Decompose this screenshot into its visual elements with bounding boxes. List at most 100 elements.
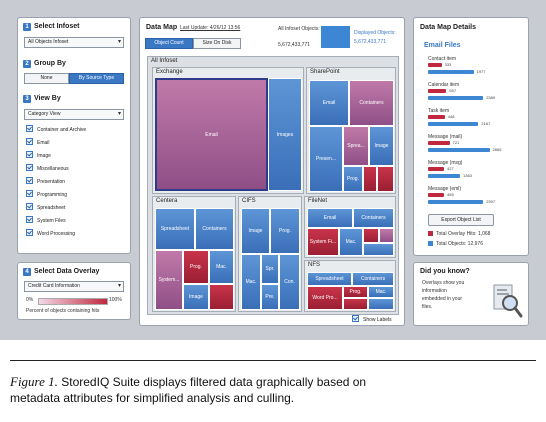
chevron-down-icon: ▾ xyxy=(117,39,121,45)
treemap-tile-small[interactable] xyxy=(363,166,377,192)
section-title: View By xyxy=(34,95,61,102)
export-object-list-button[interactable]: Export Object List xyxy=(428,214,494,226)
treemap-tile[interactable]: Mac. xyxy=(339,228,363,256)
treemap-tile[interactable]: Spr. xyxy=(261,254,279,284)
figure-caption: Figure 1. StoredIQ Suite displays filter… xyxy=(10,374,366,406)
infoset-select[interactable]: All Objects Infoset ▾ xyxy=(24,37,124,48)
category-label: System Files xyxy=(37,218,66,224)
treemap-tile[interactable]: Containers xyxy=(195,208,234,250)
category-checkbox[interactable]: Word Processing xyxy=(26,229,75,238)
category-checkbox[interactable]: Presentation xyxy=(26,177,65,186)
treemap-tile[interactable]: Prog. xyxy=(270,208,300,254)
treemap-tile[interactable]: Spreadsheet xyxy=(307,272,352,286)
overlay-caption: Percent of objects containing hits xyxy=(26,308,100,314)
view-by-select[interactable]: Category View ▾ xyxy=(24,109,124,120)
details-rows: Contact item 333 1977 Calendar item 557 2389 T… xyxy=(414,18,528,255)
treemap-tile[interactable]: Images xyxy=(268,78,302,191)
detail-row[interactable]: Message (mail) 721 2665 xyxy=(414,134,528,158)
treemap-tile[interactable]: Mac. xyxy=(368,286,394,298)
treemap-tile[interactable]: Image xyxy=(369,126,394,166)
category-label: Image xyxy=(37,153,51,159)
treemap-tile[interactable]: Word Pro... xyxy=(307,286,343,310)
treemap-tile[interactable]: Mac. xyxy=(209,250,234,284)
detail-row[interactable]: Contact item 333 1977 xyxy=(414,56,528,80)
treemap-group-cifs[interactable]: CIFS Image Prog. Mac. Spr. Pre. Con. xyxy=(238,196,302,312)
all-infoset-objects-label: All Infoset Objects: xyxy=(278,26,320,32)
treemap-tile[interactable]: Con. xyxy=(279,254,300,310)
treemap-tile[interactable]: Email xyxy=(155,78,268,191)
treemap-tile-small[interactable] xyxy=(363,228,379,243)
detail-row[interactable]: Task item 448 2167 xyxy=(414,108,528,132)
treemap-group-exchange[interactable]: Exchange Email Images xyxy=(152,67,304,194)
treemap-tile[interactable]: Email xyxy=(307,208,353,228)
step-number: 4 xyxy=(23,268,31,276)
show-labels-checkbox[interactable]: Show Labels xyxy=(352,315,392,324)
treemap-tile[interactable]: Image xyxy=(183,284,209,310)
treemap-tile[interactable]: Containers xyxy=(349,80,394,126)
category-checkbox[interactable]: Email xyxy=(26,138,50,147)
treemap-tile[interactable]: Containers xyxy=(353,208,394,228)
treemap-tile-small[interactable] xyxy=(209,284,234,310)
treemap-tile[interactable]: System Fi... xyxy=(307,228,339,256)
overlay-hits-value: 455 xyxy=(447,192,454,197)
group-by-none-button[interactable]: None xyxy=(24,73,69,84)
group-label: CIFS xyxy=(242,198,256,204)
category-checkbox[interactable]: Container and Archive xyxy=(26,125,86,134)
treemap-group-centera[interactable]: Centera Spreadsheet Containers System...… xyxy=(152,196,236,312)
show-labels-label: Show Labels xyxy=(363,317,392,323)
treemap-tile[interactable]: Mac. xyxy=(241,254,261,310)
category-checkbox[interactable]: Miscellaneous xyxy=(26,164,69,173)
treemap-tile[interactable]: System... xyxy=(155,250,183,310)
step-number: 2 xyxy=(23,60,31,68)
group-by-source-type-button[interactable]: By Source Type xyxy=(69,73,124,84)
category-checkbox[interactable]: Image xyxy=(26,151,51,160)
treemap-tile[interactable]: Spreadsheet xyxy=(155,208,195,250)
overlay-select[interactable]: Credit Card Information ▾ xyxy=(24,281,124,292)
overlay-hits-value: 333 xyxy=(444,62,452,67)
detail-row[interactable]: Message (eml) 455 2397 xyxy=(414,186,528,210)
treemap-tile-small[interactable] xyxy=(379,228,394,243)
category-checkbox[interactable]: Spreadsheet xyxy=(26,203,65,212)
section-title: Select Infoset xyxy=(34,23,80,30)
checkbox-icon xyxy=(26,125,33,133)
tip-text-line: files. xyxy=(422,304,433,310)
treemap-tile[interactable]: Email xyxy=(309,80,349,126)
category-label: Email xyxy=(37,140,50,146)
treemap-tile[interactable]: Presen... xyxy=(309,126,343,192)
treemap-tile[interactable]: Prog. xyxy=(343,166,363,192)
treemap-group-nfs[interactable]: NFS Spreadsheet Containers Word Pro... P… xyxy=(304,260,396,312)
treemap-tile-small[interactable] xyxy=(363,243,394,256)
treemap-tile[interactable]: Sprea... xyxy=(343,126,369,166)
treemap-tile-small[interactable] xyxy=(343,298,368,310)
overlay-select-value: Credit Card Information xyxy=(28,283,80,289)
treemap-tile[interactable]: Pre. xyxy=(261,284,279,310)
category-checkbox[interactable]: System Files xyxy=(26,216,66,225)
treemap-tile-small[interactable] xyxy=(377,166,394,192)
category-label: Miscellaneous xyxy=(37,166,69,172)
overlay-hits-bar xyxy=(428,141,450,145)
checkbox-icon xyxy=(352,315,359,323)
overlay-hits-bar xyxy=(428,63,442,67)
treemap-tile[interactable]: Prog. xyxy=(343,286,368,298)
category-checkbox[interactable]: Programming xyxy=(26,190,67,199)
detail-row[interactable]: Calendar item 557 2389 xyxy=(414,82,528,106)
step-number: 1 xyxy=(23,23,31,31)
tip-text-line: information xyxy=(422,288,447,294)
tip-panel: Did you know? Overlays show you informat… xyxy=(413,262,529,326)
overlay-hits-bar xyxy=(428,193,444,197)
treemap-tile[interactable]: Image xyxy=(241,208,270,254)
total-objects-value: 2665 xyxy=(492,147,502,152)
treemap-tile-small[interactable] xyxy=(368,298,394,310)
tab-object-count[interactable]: Object Count xyxy=(145,38,193,49)
treemap-group-filenet[interactable]: FileNet Email Containers System Fi... Ma… xyxy=(304,196,396,258)
all-infoset-objects-value: 5,672,433,771 xyxy=(278,42,310,48)
treemap-tile[interactable]: Prog. xyxy=(183,250,209,284)
treemap-group-sharepoint[interactable]: SharePoint Email Containers Presen... Sp… xyxy=(306,67,396,194)
overlay-hits-bar xyxy=(428,89,447,93)
treemap-tile[interactable]: Containers xyxy=(352,272,394,286)
total-objects-bar xyxy=(428,96,484,100)
tab-size-on-disk[interactable]: Size On Disk xyxy=(193,38,241,49)
detail-row[interactable]: Message (msg) 427 1363 xyxy=(414,160,528,184)
overlay-hits-value: 721 xyxy=(452,140,460,145)
total-objects-bar xyxy=(428,122,479,126)
